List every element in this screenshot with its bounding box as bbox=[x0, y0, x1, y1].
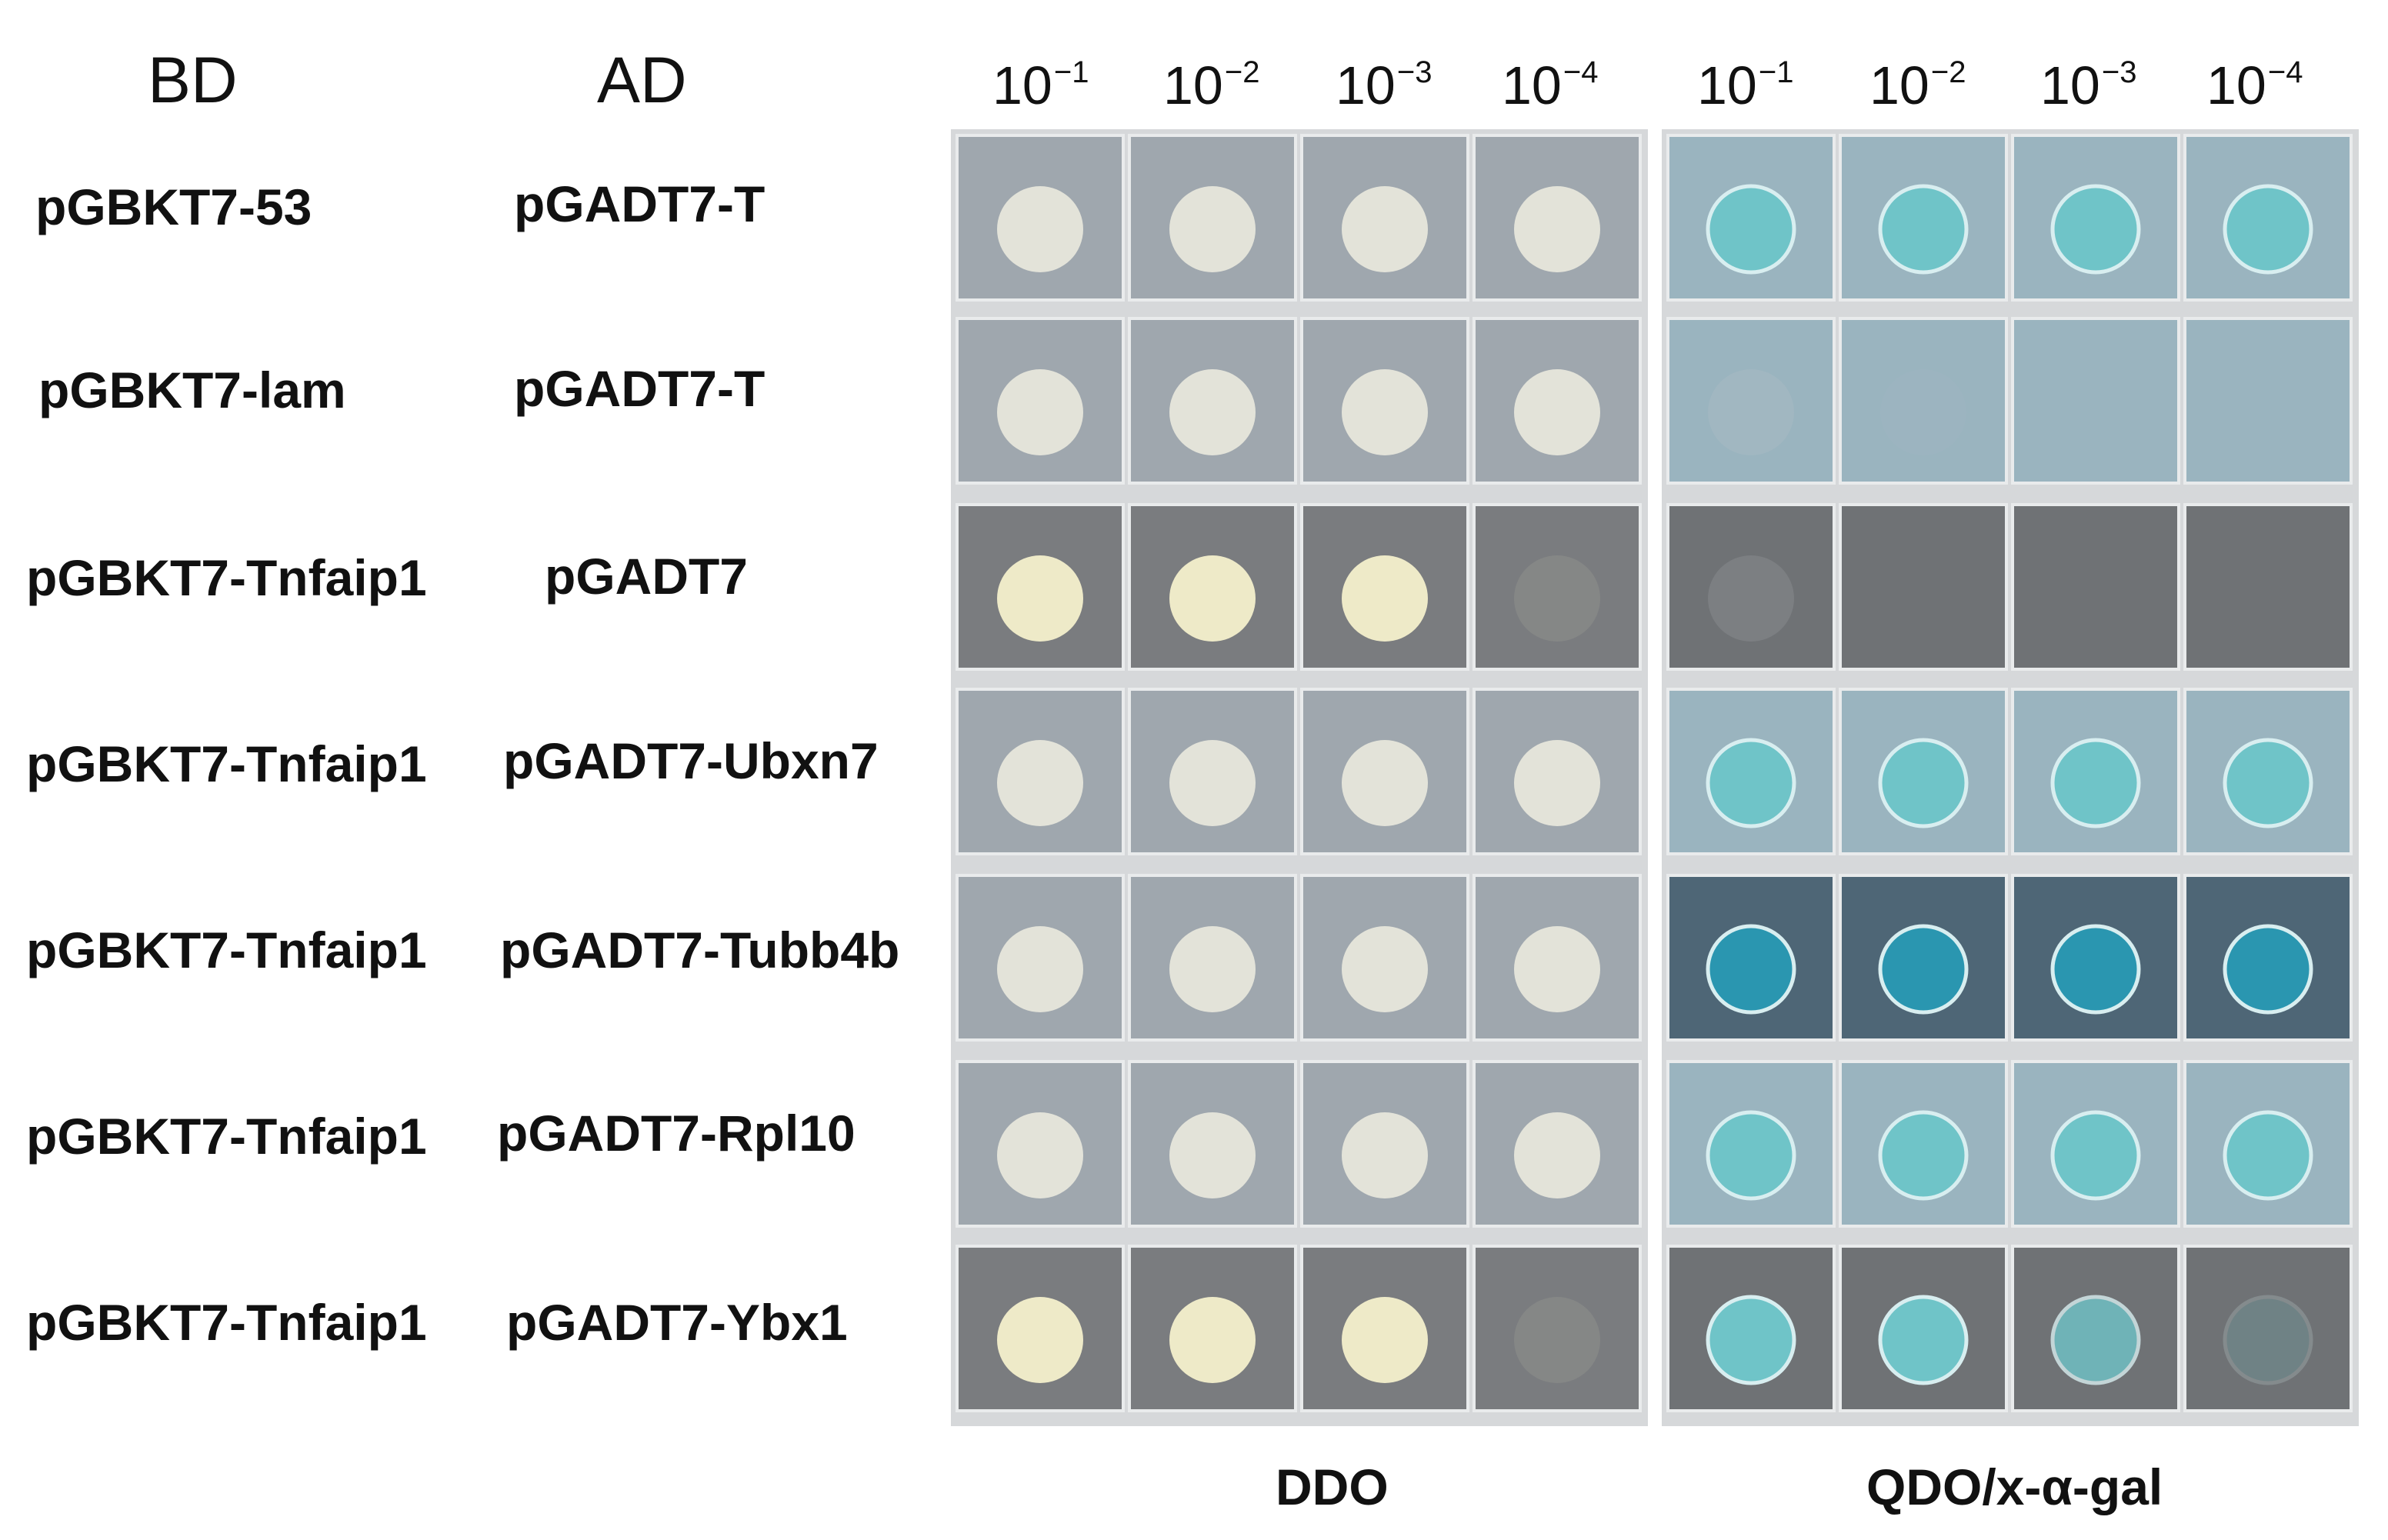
ddo-colony-r7-c4 bbox=[1514, 1297, 1600, 1383]
ddo-colony-r4-c4 bbox=[1514, 740, 1600, 826]
row-6-ad-label: pGADT7-Rpl10 bbox=[497, 1105, 855, 1162]
ddo-colony-r5-c1 bbox=[997, 926, 1083, 1012]
row-3-ad-label: pGADT7 bbox=[545, 548, 748, 605]
qdo-colony-r1-c4 bbox=[2223, 184, 2313, 275]
qdo-colony-r5-c4 bbox=[2223, 924, 2313, 1015]
ddo-colony-r7-c1 bbox=[997, 1297, 1083, 1383]
row-1-bd-label: pGBKT7-53 bbox=[35, 178, 312, 235]
qdo-colony-r1-c3 bbox=[2050, 184, 2141, 275]
ddo-colony-r7-c2 bbox=[1169, 1297, 1256, 1383]
row-6-bd-label: pGBKT7-Tnfaip1 bbox=[26, 1108, 427, 1165]
qdo-colony-r6-c4 bbox=[2223, 1110, 2313, 1201]
row-2-bd-label: pGBKT7-lam bbox=[38, 362, 346, 418]
qdo-medium-label: QDO/x-α-gal bbox=[1866, 1458, 2163, 1515]
qdo-colony-r7-c2 bbox=[1878, 1295, 1969, 1385]
ddo-colony-r4-c2 bbox=[1169, 740, 1256, 826]
dilution-label-ddo-4: 10−4 bbox=[1502, 55, 1599, 115]
ddo-medium-label: DDO bbox=[1276, 1458, 1389, 1515]
ddo-colony-r2-c3 bbox=[1342, 369, 1428, 455]
qdo-colony-r6-c2 bbox=[1878, 1110, 1969, 1201]
qdo-tile-r3-c1 bbox=[1666, 503, 1836, 671]
qdo-colony-r4-c1 bbox=[1706, 738, 1796, 828]
ddo-tile-r3-c4 bbox=[1472, 503, 1642, 671]
ddo-colony-r4-c1 bbox=[997, 740, 1083, 826]
ddo-colony-r2-c1 bbox=[997, 369, 1083, 455]
qdo-tile-r2-c3 bbox=[2011, 317, 2180, 485]
ddo-colony-r2-c2 bbox=[1169, 369, 1256, 455]
ddo-colony-r1-c2 bbox=[1169, 186, 1256, 272]
ddo-colony-r1-c1 bbox=[997, 186, 1083, 272]
ddo-tile-r1-c2 bbox=[1128, 134, 1297, 302]
ad-header: AD bbox=[597, 44, 687, 116]
ddo-colony-r6-c4 bbox=[1514, 1112, 1600, 1198]
dilution-label-ddo-3: 10−3 bbox=[1336, 55, 1432, 115]
ddo-colony-r2-c4 bbox=[1514, 369, 1600, 455]
ddo-colony-r5-c4 bbox=[1514, 926, 1600, 1012]
row-5-bd-label: pGBKT7-Tnfaip1 bbox=[26, 922, 427, 978]
qdo-colony-r7-c4 bbox=[2223, 1295, 2313, 1385]
ddo-colony-r6-c3 bbox=[1342, 1112, 1428, 1198]
qdo-colony-r7-c1 bbox=[1706, 1295, 1796, 1385]
bd-header: BD bbox=[148, 44, 238, 116]
ddo-colony-r3-c1 bbox=[997, 555, 1083, 642]
row-5-ad-label: pGADT7-Tubb4b bbox=[500, 922, 900, 978]
row-3-bd-label: pGBKT7-Tnfaip1 bbox=[26, 549, 427, 606]
qdo-tile-r2-c4 bbox=[2183, 317, 2353, 485]
qdo-colony-r2-c2 bbox=[1880, 369, 1966, 455]
qdo-colony-r1-c2 bbox=[1878, 184, 1969, 275]
row-7-bd-label: pGBKT7-Tnfaip1 bbox=[26, 1294, 427, 1351]
ddo-colony-r6-c1 bbox=[997, 1112, 1083, 1198]
qdo-colony-r5-c2 bbox=[1878, 924, 1969, 1015]
qdo-colony-r6-c3 bbox=[2050, 1110, 2141, 1201]
qdo-tile-r3-c2 bbox=[1839, 503, 2008, 671]
qdo-colony-r1-c1 bbox=[1706, 184, 1796, 275]
ddo-colony-r7-c3 bbox=[1342, 1297, 1428, 1383]
ddo-tile-r2-c1 bbox=[956, 317, 1125, 485]
qdo-tile-r2-c2 bbox=[1839, 317, 2008, 485]
qdo-tile-r7-c4 bbox=[2183, 1245, 2353, 1412]
row-1-ad-label: pGADT7-T bbox=[514, 175, 765, 232]
ddo-colony-r3-c4 bbox=[1514, 555, 1600, 642]
row-2-ad-label: pGADT7-T bbox=[514, 360, 765, 417]
row-7-ad-label: pGADT7-Ybx1 bbox=[506, 1294, 848, 1351]
qdo-tile-r3-c4 bbox=[2183, 503, 2353, 671]
dilution-label-qdo-1: 10−1 bbox=[1697, 55, 1794, 115]
ddo-colony-r1-c3 bbox=[1342, 186, 1428, 272]
dilution-label-ddo-2: 10−2 bbox=[1163, 55, 1260, 115]
qdo-colony-r4-c4 bbox=[2223, 738, 2313, 828]
qdo-colony-r6-c1 bbox=[1706, 1110, 1796, 1201]
ddo-colony-r4-c3 bbox=[1342, 740, 1428, 826]
ddo-colony-r1-c4 bbox=[1514, 186, 1600, 272]
qdo-colony-r2-c1 bbox=[1708, 369, 1794, 455]
dilution-label-qdo-4: 10−4 bbox=[2206, 55, 2303, 115]
dilution-label-qdo-3: 10−3 bbox=[2040, 55, 2137, 115]
qdo-colony-r4-c3 bbox=[2050, 738, 2141, 828]
qdo-colony-r5-c1 bbox=[1706, 924, 1796, 1015]
ddo-colony-r3-c3 bbox=[1342, 555, 1428, 642]
qdo-colony-r5-c3 bbox=[2050, 924, 2141, 1015]
row-4-bd-label: pGBKT7-Tnfaip1 bbox=[26, 735, 427, 792]
ddo-colony-r5-c3 bbox=[1342, 926, 1428, 1012]
qdo-tile-r2-c1 bbox=[1666, 317, 1836, 485]
ddo-colony-r3-c2 bbox=[1169, 555, 1256, 642]
qdo-colony-r7-c3 bbox=[2050, 1295, 2141, 1385]
ddo-tile-r7-c4 bbox=[1472, 1245, 1642, 1412]
dilution-label-ddo-1: 10−1 bbox=[992, 55, 1089, 115]
dilution-label-qdo-2: 10−2 bbox=[1869, 55, 1966, 115]
ddo-colony-r6-c2 bbox=[1169, 1112, 1256, 1198]
row-4-ad-label: pGADT7-Ubxn7 bbox=[503, 732, 879, 789]
qdo-colony-r4-c2 bbox=[1878, 738, 1969, 828]
qdo-tile-r3-c3 bbox=[2011, 503, 2180, 671]
qdo-colony-r3-c1 bbox=[1708, 555, 1794, 642]
ddo-colony-r5-c2 bbox=[1169, 926, 1256, 1012]
